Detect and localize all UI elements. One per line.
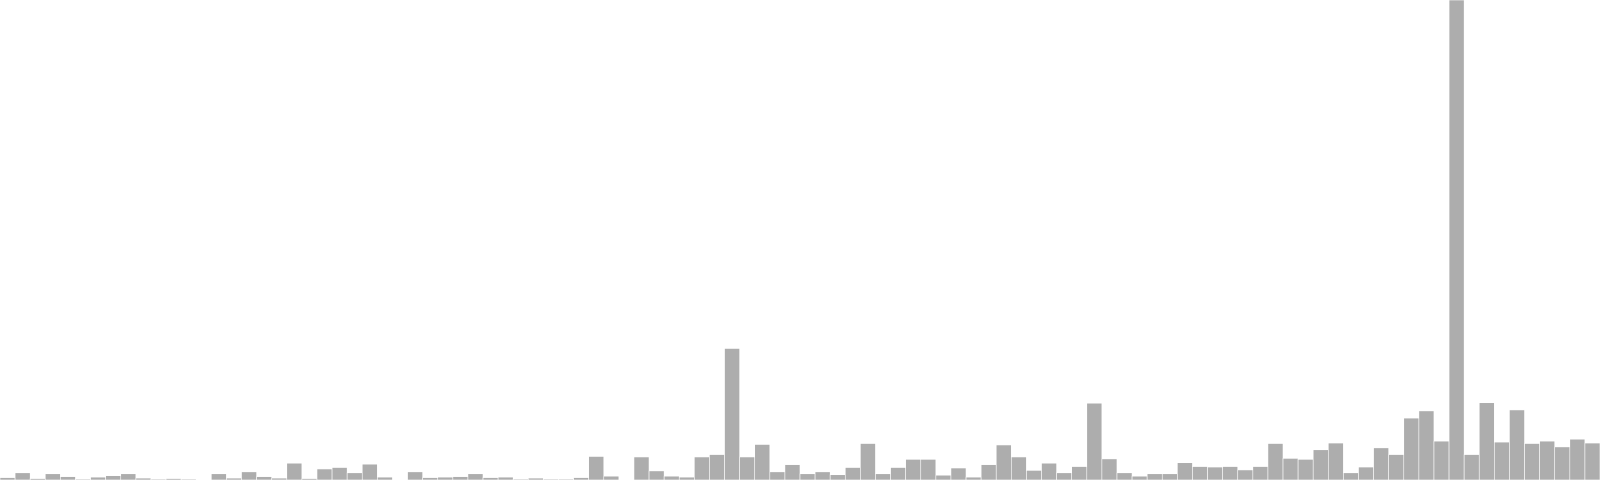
bar-96 (1448, 0, 1465, 480)
bar-95 (1433, 440, 1450, 480)
bar-74 (1116, 472, 1133, 480)
bar-60 (905, 459, 922, 480)
bar-94 (1418, 410, 1435, 480)
bar-65 (980, 464, 997, 480)
bar-98 (1478, 402, 1495, 480)
bar-57 (860, 443, 876, 480)
bar-59 (890, 467, 906, 480)
bar-63 (950, 467, 967, 480)
bar-79 (1192, 466, 1208, 480)
bar-77 (1161, 473, 1178, 480)
bar-56 (844, 467, 861, 480)
bar-101 (1524, 443, 1540, 480)
bar-66 (995, 444, 1012, 480)
bar-104 (1569, 438, 1586, 480)
bar-103 (1554, 446, 1571, 480)
bar-76 (1146, 473, 1163, 480)
bar-55 (829, 474, 846, 480)
bar-86 (1297, 459, 1314, 480)
bar-48 (724, 348, 740, 480)
bar-87 (1312, 449, 1329, 480)
bar-78 (1177, 462, 1193, 480)
bar-54 (814, 471, 831, 480)
bar-99 (1494, 441, 1510, 480)
bar-46 (694, 456, 710, 480)
bar-85 (1282, 458, 1299, 480)
bar-75 (1131, 475, 1148, 480)
bar-22 (331, 467, 348, 480)
bar-3 (44, 473, 61, 480)
bar-42 (633, 456, 650, 480)
bar-53 (799, 473, 816, 480)
bar-72 (1086, 402, 1103, 480)
bar-102 (1539, 440, 1556, 480)
bar-82 (1237, 469, 1254, 480)
bar-14 (211, 473, 227, 480)
bar-69 (1041, 462, 1057, 480)
bar-89 (1343, 472, 1359, 480)
bar-4 (60, 476, 76, 480)
bar-8 (120, 473, 137, 480)
bar-68 (1026, 470, 1042, 480)
bar-71 (1071, 466, 1088, 480)
bar-23 (346, 472, 363, 480)
bar-93 (1403, 417, 1420, 480)
bar-7 (105, 475, 122, 480)
bar-67 (1011, 456, 1027, 480)
bar-50 (754, 444, 771, 480)
bar-44 (663, 475, 680, 480)
bar-21 (316, 468, 333, 480)
bar-52 (784, 464, 801, 480)
bar-31 (467, 473, 484, 480)
bar-40 (603, 475, 620, 480)
bar-92 (1388, 454, 1405, 480)
bar-105 (1584, 442, 1600, 480)
bar-1 (14, 472, 31, 480)
bar-19 (286, 462, 303, 480)
bar-100 (1509, 409, 1525, 480)
bar-30 (452, 476, 469, 480)
bar-88 (1328, 442, 1344, 480)
bar-80 (1207, 466, 1223, 480)
bar-81 (1222, 466, 1239, 480)
bar-97 (1463, 454, 1480, 480)
bar-90 (1358, 466, 1374, 480)
bar-70 (1056, 472, 1072, 480)
bar-24 (361, 463, 378, 480)
bar-73 (1101, 458, 1118, 480)
bar-49 (739, 456, 756, 480)
bar-16 (241, 471, 257, 480)
bar-27 (407, 471, 423, 480)
bar-84 (1267, 443, 1284, 480)
bar-43 (648, 470, 665, 480)
bar-39 (588, 456, 605, 480)
bar-83 (1252, 466, 1269, 480)
bar-47 (709, 454, 725, 480)
bar-17 (256, 476, 272, 480)
bar-58 (875, 473, 891, 480)
bar-51 (769, 471, 786, 480)
bar-91 (1373, 447, 1389, 480)
bar-61 (920, 459, 937, 480)
bar-62 (935, 474, 952, 480)
